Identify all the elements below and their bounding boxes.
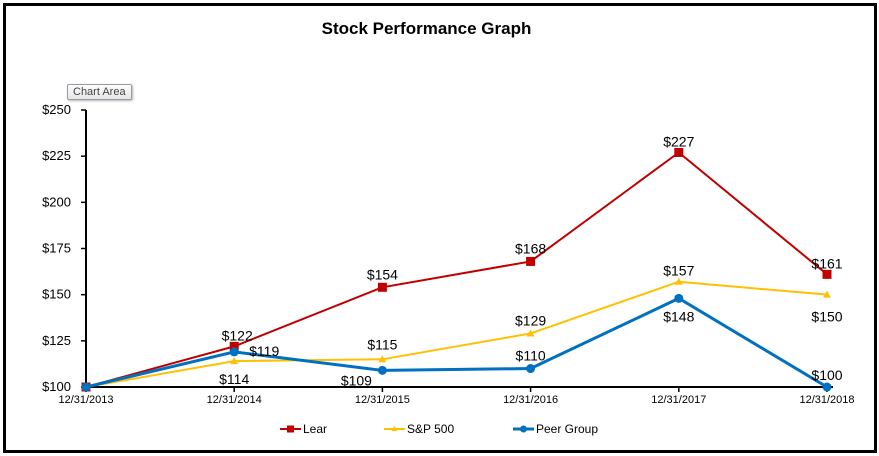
- x-tick-label: 12/31/2017: [651, 394, 706, 406]
- series-line-lear: [85, 151, 828, 388]
- data-label: $119: [249, 343, 279, 359]
- data-label: $154: [367, 266, 398, 282]
- data-label: $157: [663, 263, 694, 279]
- legend-label: S&P 500: [407, 422, 454, 436]
- x-tick-label: 12/31/2014: [207, 394, 262, 406]
- legend-marker-circle: [520, 425, 527, 433]
- data-point-lear: [674, 147, 684, 157]
- data-label: $115: [367, 336, 397, 352]
- data-point-sp500: [378, 355, 387, 363]
- data-label: $110: [516, 348, 546, 364]
- legend-marker-square: [287, 425, 294, 433]
- data-label: $129: [515, 312, 546, 328]
- data-point-peer-group: [81, 382, 91, 392]
- y-tick-label: $150: [42, 287, 71, 302]
- x-tick-label: 12/31/2016: [503, 394, 558, 406]
- data-point-sp500: [823, 290, 831, 298]
- y-tick-label: $125: [42, 333, 71, 348]
- chart-area-tooltip: Chart Area: [67, 84, 132, 100]
- legend-label: Peer Group: [536, 422, 598, 436]
- data-label: $122: [222, 327, 253, 343]
- legend-label: Lear: [303, 422, 327, 436]
- legend-marker-triangle: [391, 426, 398, 431]
- data-point-lear: [822, 269, 832, 279]
- data-label: $109: [341, 372, 372, 388]
- data-point-sp500: [674, 277, 683, 285]
- data-label: $100: [811, 367, 842, 383]
- data-label: $161: [811, 255, 842, 271]
- data-point-peer-group: [674, 293, 684, 303]
- data-label: $114: [219, 371, 249, 387]
- data-point-lear: [229, 341, 239, 351]
- x-tick-label: 12/31/2015: [355, 394, 410, 406]
- chart-title: Stock Performance Graph: [321, 19, 532, 38]
- data-label: $168: [515, 240, 546, 256]
- y-tick-label: $200: [42, 194, 71, 209]
- data-point-peer-group: [377, 365, 387, 375]
- x-tick-label: 12/31/2013: [58, 394, 113, 406]
- data-label: $150: [811, 309, 842, 325]
- y-tick-label: $100: [42, 379, 71, 394]
- x-tick-label: 12/31/2018: [799, 394, 854, 406]
- data-point-peer-group: [229, 347, 239, 357]
- y-tick-label: $175: [42, 241, 71, 256]
- data-label: $148: [663, 308, 694, 324]
- chart-frame: [3, 3, 877, 453]
- y-tick-label: $250: [42, 102, 71, 117]
- data-label: $227: [663, 133, 694, 149]
- data-point-peer-group: [526, 364, 536, 374]
- data-point-peer-group: [822, 382, 832, 392]
- series-line-s-p-500: [85, 280, 828, 388]
- data-point-lear: [377, 282, 387, 292]
- series-line-peer-group: [85, 296, 828, 389]
- data-point-sp500: [526, 329, 535, 337]
- y-tick-label: $225: [42, 148, 71, 163]
- data-point-lear: [526, 256, 536, 266]
- data-point-sp500: [230, 357, 239, 365]
